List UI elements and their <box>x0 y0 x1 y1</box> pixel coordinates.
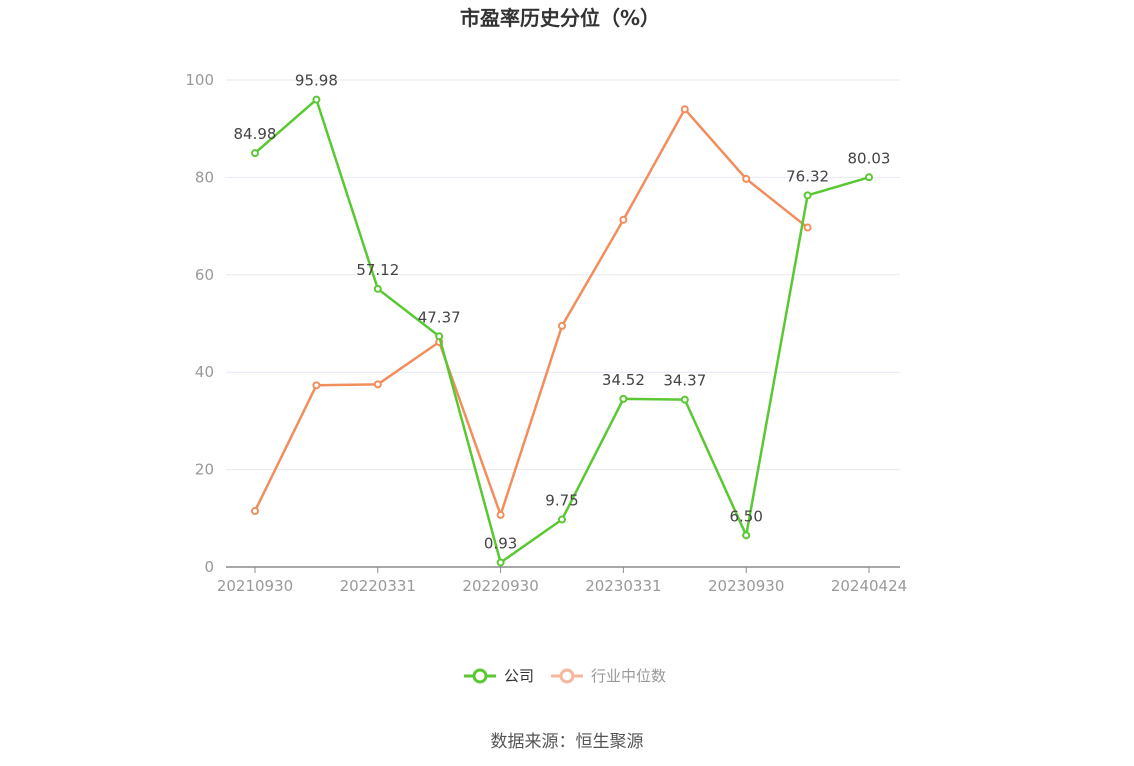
data-label-company: 57.12 <box>356 261 399 279</box>
series-lines <box>251 95 873 567</box>
legend-item-industry[interactable]: 行业中位数 <box>551 667 666 685</box>
data-point-industry[interactable] <box>742 174 751 183</box>
data-label-company: 84.98 <box>234 125 277 143</box>
x-tick-label: 20220331 <box>340 577 416 595</box>
data-label-company: 9.75 <box>545 492 578 510</box>
data-point-company[interactable] <box>619 394 628 403</box>
x-tick-label: 20220930 <box>462 577 538 595</box>
data-point-company[interactable] <box>742 531 751 540</box>
data-label-company: 80.03 <box>848 149 891 167</box>
y-tick-label: 0 <box>204 558 214 576</box>
data-point-industry[interactable] <box>558 321 566 330</box>
data-label-company: 34.52 <box>602 371 645 389</box>
data-label-company: 47.37 <box>418 308 461 326</box>
data-point-company[interactable] <box>435 332 444 341</box>
y-tick-label: 60 <box>195 266 214 284</box>
data-point-industry[interactable] <box>373 380 382 389</box>
legend-industry-icon <box>559 668 575 684</box>
x-tick-label: 20240424 <box>831 577 907 595</box>
legend-industry-label: 行业中位数 <box>591 667 666 685</box>
x-tick-label: 20230331 <box>585 577 661 595</box>
chart-title: 市盈率历史分位（%） <box>460 6 660 30</box>
legend-item-company[interactable]: 公司 <box>464 667 534 685</box>
x-tick-label: 20210930 <box>217 577 293 595</box>
data-point-company[interactable] <box>803 191 812 200</box>
data-point-industry[interactable] <box>619 215 628 224</box>
data-point-company[interactable] <box>865 173 873 182</box>
y-tick-label: 100 <box>185 71 214 89</box>
data-point-industry[interactable] <box>803 223 812 232</box>
data-point-company[interactable] <box>496 558 505 567</box>
data-point-company[interactable] <box>558 515 566 524</box>
y-tick-label: 20 <box>195 461 214 479</box>
data-labels: 84.98 95.98 57.12 47.37 0.93 9.75 34.52 34.37 6.… <box>234 72 891 553</box>
data-label-company: 0.93 <box>484 534 517 552</box>
grid-lines <box>226 79 900 471</box>
data-point-company[interactable] <box>251 149 259 158</box>
data-label-company: 76.32 <box>786 167 829 185</box>
y-tick-label: 40 <box>195 363 214 381</box>
data-point-company[interactable] <box>312 95 321 104</box>
data-point-industry[interactable] <box>312 381 321 390</box>
x-tick-label: 20230930 <box>708 577 784 595</box>
series-line-industry <box>253 107 809 517</box>
data-point-industry[interactable] <box>251 506 259 515</box>
legend-company-label: 公司 <box>504 667 534 685</box>
legend-company-icon <box>472 668 488 684</box>
data-source: 数据来源：恒生聚源 <box>491 732 644 752</box>
data-label-company: 6.50 <box>729 507 762 525</box>
data-point-industry[interactable] <box>496 510 505 519</box>
data-point-company[interactable] <box>373 284 382 293</box>
data-label-company: 34.37 <box>663 372 706 390</box>
data-point-industry[interactable] <box>680 105 689 114</box>
y-tick-label: 80 <box>195 168 214 186</box>
data-point-company[interactable] <box>680 395 689 404</box>
legend[interactable]: 公司 行业中位数 <box>464 667 666 685</box>
axes: 0 20 40 60 80 100 20210930 20220331 20220930 2023… <box>185 71 907 595</box>
data-label-company: 95.98 <box>295 72 338 90</box>
